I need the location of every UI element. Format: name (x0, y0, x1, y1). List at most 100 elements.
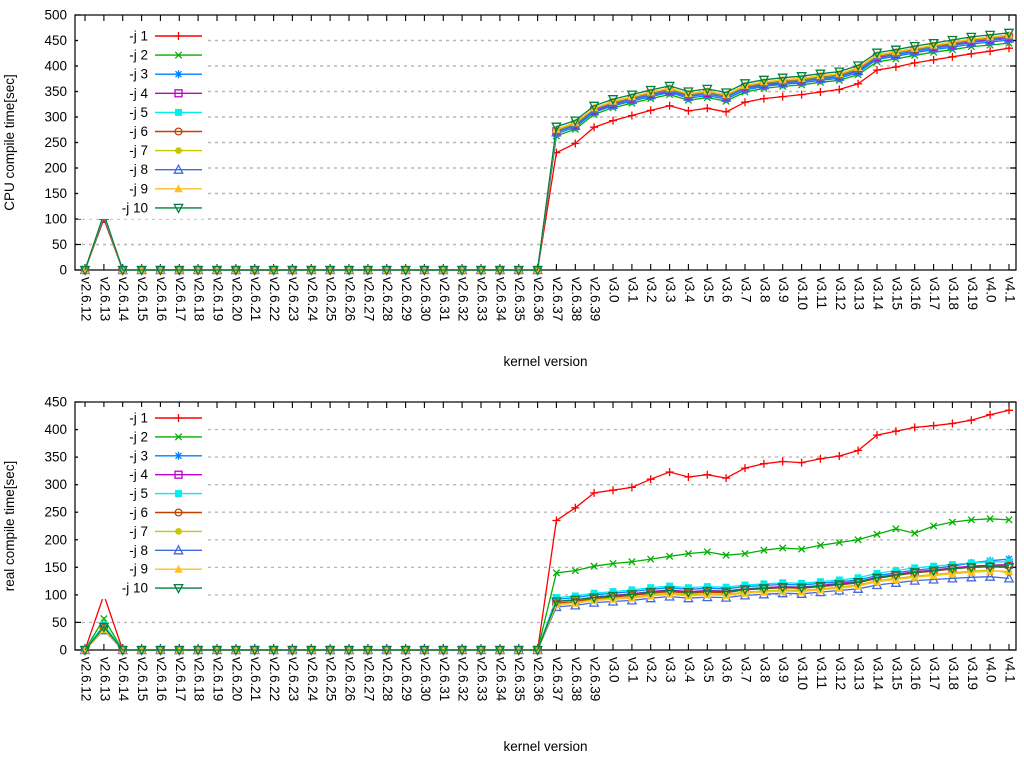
legend-item: -j 8 (129, 543, 202, 558)
legend-item: -j 5 (129, 105, 202, 120)
x-tick-label: v2.6.16 (154, 657, 169, 701)
x-tick-label: v3.1 (625, 657, 640, 683)
x-tick-label: v3.16 (908, 657, 923, 690)
x-tick-label: v3.18 (946, 277, 961, 310)
x-tick-label: v3.19 (965, 277, 980, 310)
x-tick-label: v2.6.12 (79, 657, 94, 701)
x-tick-label: v2.6.29 (399, 657, 414, 701)
legend-label: -j 7 (129, 524, 148, 539)
x-tick-label: v3.14 (871, 277, 886, 311)
legend-label: -j 2 (129, 48, 148, 63)
x-tick-label: v2.6.17 (173, 657, 188, 701)
x-tick-label: v2.6.16 (154, 277, 169, 321)
x-tick-label: v3.8 (757, 277, 772, 303)
y-tick-label: 0 (59, 643, 67, 658)
x-tick-label: v2.6.36 (531, 657, 546, 701)
x-tick-label: v4.0 (984, 657, 999, 683)
x-tick-label: v2.6.27 (361, 657, 376, 701)
series--j2 (81, 39, 1013, 274)
y-tick-label: 400 (44, 422, 67, 437)
legend-label: -j 4 (129, 467, 148, 482)
x-tick-label: v2.6.37 (550, 277, 565, 321)
x-tick-label: v2.6.14 (116, 277, 131, 322)
x-tick-label: v3.13 (852, 277, 867, 310)
series--j7 (81, 32, 1013, 274)
y-tick-label: 450 (44, 395, 67, 410)
x-tick-label: v2.6.15 (135, 277, 150, 321)
x-tick-label: v2.6.31 (437, 277, 452, 321)
gridlines (75, 39, 1016, 246)
legend-item: -j 9 (129, 562, 202, 577)
x-tick-label: v2.6.32 (456, 277, 471, 321)
series--j5 (81, 558, 1013, 654)
x-tick-label: v3.1 (625, 277, 640, 303)
legend-label: -j 7 (129, 143, 148, 158)
x-axis-title: kernel version (503, 739, 587, 754)
x-tick-label: v3.4 (682, 657, 697, 683)
x-tick-label: v2.6.37 (550, 657, 565, 701)
x-tick-label: v2.6.18 (192, 277, 207, 321)
plot-border (74, 401, 1017, 651)
legend-label: -j 5 (129, 105, 148, 120)
series--j4 (80, 33, 1014, 275)
x-tick-label: v3.14 (871, 657, 886, 691)
legend-label: -j 10 (122, 200, 148, 215)
x-tick-label: v3.18 (946, 657, 961, 690)
x-axis-ticks: v2.6.12 v2.6.13 v2.6.14 v2.6.15 v2.6.16 v2.6.… (79, 402, 1018, 702)
legend-label: -j 3 (129, 448, 148, 463)
x-tick-label: v3.11 (814, 277, 829, 309)
x-tick-label: v2.6.28 (380, 657, 395, 701)
x-tick-label: v4.1 (1003, 277, 1018, 303)
legend-label: -j 8 (129, 543, 148, 558)
legend-label: -j 6 (129, 124, 148, 139)
y-axis-title: CPU compile time[sec] (2, 74, 17, 211)
y-axis-title: real compile time[sec] (2, 461, 17, 592)
legend-label: -j 1 (129, 411, 148, 426)
x-tick-label: v3.2 (644, 277, 659, 303)
legend-item: -j 8 (129, 162, 202, 177)
y-tick-label: 500 (44, 8, 67, 23)
y-tick-label: 200 (44, 161, 67, 176)
legend: -j 1 -j 2 -j 3 -j 4 -j 5 -j 6 -j 7 -j 8 -j 9 -j 1… (78, 407, 205, 600)
x-tick-label: v3.0 (607, 657, 622, 683)
y-tick-label: 300 (44, 110, 67, 125)
x-tick-label: v2.6.20 (229, 277, 244, 321)
legend-label: -j 3 (129, 67, 148, 82)
x-tick-label: v2.6.31 (437, 657, 452, 701)
x-tick-label: v3.8 (757, 657, 772, 683)
x-tick-label: v3.3 (663, 657, 678, 683)
x-tick-label: v2.6.39 (588, 657, 603, 701)
x-tick-label: v3.6 (720, 657, 735, 683)
x-tick-label: v2.6.39 (588, 277, 603, 321)
legend-item: -j 5 (129, 486, 202, 501)
legend-item: -j 10 (122, 581, 202, 596)
y-tick-label: 150 (44, 186, 67, 201)
x-axis-title: kernel version (503, 354, 587, 369)
x-tick-label: v2.6.13 (97, 657, 112, 701)
x-tick-label: v3.7 (739, 657, 754, 683)
x-tick-label: v2.6.28 (380, 277, 395, 321)
legend-label: -j 9 (129, 562, 148, 577)
legend-label: -j 1 (129, 29, 148, 44)
x-tick-label: v3.12 (833, 277, 848, 310)
x-tick-label: v2.6.36 (531, 277, 546, 321)
legend-backdrop (78, 407, 205, 600)
y-tick-label: 0 (59, 263, 67, 278)
legend-item: -j 4 (129, 86, 202, 101)
x-tick-label: v2.6.35 (512, 277, 527, 321)
x-tick-label: v3.11 (814, 657, 829, 689)
x-tick-label: v2.6.33 (475, 657, 490, 701)
x-tick-label: v4.0 (984, 277, 999, 303)
x-tick-label: v3.3 (663, 277, 678, 303)
legend-item: -j 4 (129, 467, 202, 482)
x-tick-label: v2.6.38 (569, 657, 584, 701)
x-tick-label: v3.6 (720, 277, 735, 303)
y-tick-label: 50 (52, 615, 67, 630)
legend-label: -j 2 (129, 429, 148, 444)
x-tick-label: v4.1 (1003, 657, 1018, 683)
series--j5 (81, 32, 1013, 274)
x-tick-label: v2.6.15 (135, 657, 150, 701)
